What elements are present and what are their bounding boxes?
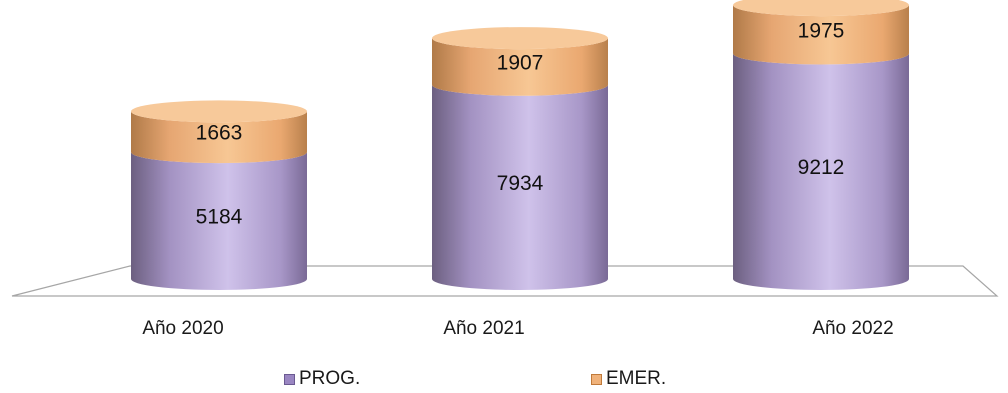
data-label-prog-2: 9212 (798, 156, 845, 179)
legend-label-prog: PROG. (299, 368, 361, 389)
data-label-emer-2: 1975 (798, 19, 845, 42)
data-label-prog-0: 5184 (196, 206, 243, 229)
bar-cap-2 (733, 0, 909, 17)
legend-item-prog: PROG. (284, 368, 360, 390)
bar-prog-1 (432, 84, 608, 290)
x-tick-label-0: Año 2020 (142, 318, 223, 339)
bar-emer-1 (432, 38, 608, 96)
bar-emer-0 (131, 111, 307, 164)
legend-swatch-prog-icon (284, 373, 295, 385)
data-label-prog-1: 7934 (497, 172, 544, 195)
bar-cap-1 (432, 27, 608, 50)
legend-item-emer: EMER. (591, 368, 666, 390)
bar-prog-0 (131, 152, 307, 290)
x-tick-label-1: Año 2021 (443, 318, 524, 339)
data-label-emer-0: 1663 (196, 122, 243, 145)
data-label-emer-1: 1907 (497, 51, 544, 74)
bar-cap-0 (131, 100, 307, 123)
legend-swatch-emer-icon (591, 373, 602, 385)
legend-label-emer: EMER. (606, 368, 667, 389)
x-tick-label-2: Año 2022 (812, 318, 893, 339)
bar-emer-2 (733, 5, 909, 65)
bar-prog-2 (733, 53, 909, 291)
